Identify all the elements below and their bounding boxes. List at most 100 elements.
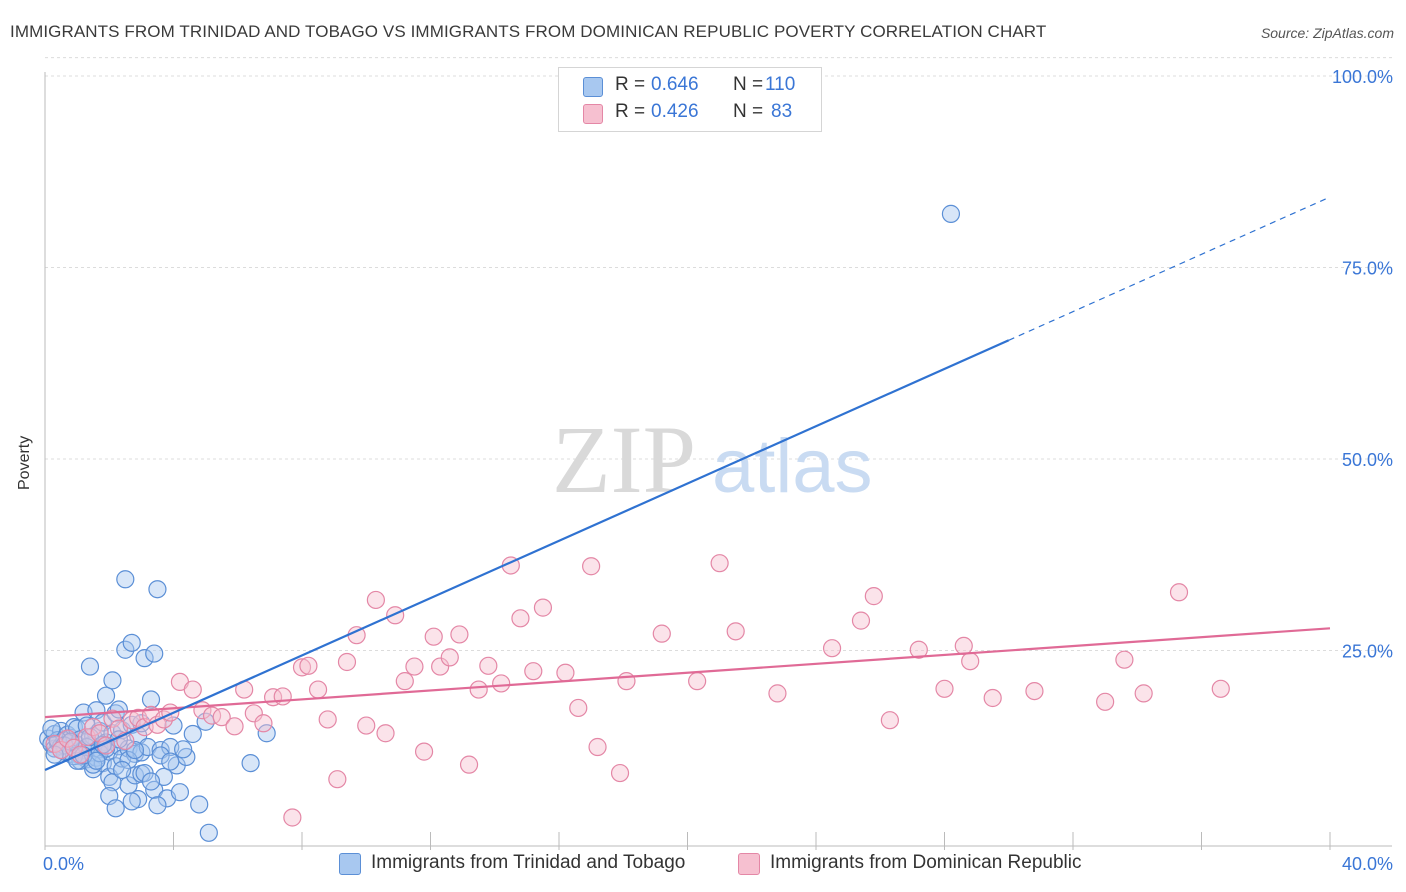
x-tick-label: 40.0% (1342, 854, 1393, 874)
data-point-dominican (450, 625, 469, 644)
data-point-dominican (511, 609, 530, 628)
data-point-trinidad (122, 792, 141, 811)
bottom-legend-label-trinidad: Immigrants from Trinidad and Tobago (371, 852, 686, 873)
data-point-trinidad (112, 760, 132, 780)
data-point-dominican (822, 639, 842, 658)
data-point-dominican (459, 755, 479, 774)
data-point-dominican (909, 640, 928, 659)
data-point-dominican (726, 622, 745, 641)
y-tick-label: 100.0% (1332, 67, 1393, 87)
watermark-atlas: atlas (712, 424, 873, 509)
trend-lines (44, 196, 1331, 772)
data-point-trinidad (141, 772, 161, 791)
data-point-trinidad (257, 724, 276, 743)
data-point-dominican (1211, 679, 1230, 698)
data-point-dominican (337, 652, 357, 672)
bottom-legend-swatch-pink (738, 853, 760, 875)
data-point-dominican (610, 763, 630, 783)
legend-n-label: N = (733, 74, 764, 95)
data-point-dominican (244, 704, 263, 723)
data-point-trinidad (190, 795, 209, 814)
data-point-trinidad (103, 671, 122, 690)
data-point-dominican (1169, 583, 1189, 602)
data-point-trinidad (145, 644, 164, 663)
legend-n-value: 110 (765, 74, 796, 95)
data-point-trinidad (148, 580, 167, 599)
data-point-trinidad (183, 724, 202, 744)
data-point-dominican (533, 598, 553, 617)
y-tick-label: 25.0% (1342, 642, 1393, 662)
data-point-trinidad (119, 750, 138, 770)
data-point-dominican (524, 662, 543, 681)
data-point-dominican (768, 684, 787, 703)
data-point-dominican (58, 729, 77, 748)
correlation-legend: R = 0.646 N = 110 R = 0.426 N = 83 (558, 67, 822, 132)
legend-r-label: R = (615, 101, 646, 122)
legend-r-value: 0.646 (651, 74, 699, 95)
source-label: Source: ZipAtlas.com (1260, 25, 1394, 41)
data-point-dominican (1134, 684, 1153, 703)
data-point-dominican (588, 737, 607, 757)
data-point-trinidad (174, 740, 193, 759)
data-point-dominican (212, 708, 231, 727)
data-point-trinidad (116, 570, 135, 589)
data-point-dominican (405, 657, 424, 676)
watermark: ZIP atlas (552, 406, 873, 513)
data-point-trinidad (116, 640, 135, 659)
data-point-dominican (617, 672, 636, 691)
data-point-dominican (688, 672, 707, 691)
data-point-dominican (366, 590, 385, 610)
y-axis-label: Poverty (16, 435, 33, 490)
data-point-trinidad (170, 783, 190, 802)
data-point-trinidad (148, 796, 167, 815)
data-point-dominican (652, 624, 671, 643)
tick-labels: 25.0% 50.0% 75.0% 100.0% 0.0% 40.0% (43, 67, 1393, 874)
legend-r-label: R = (615, 74, 646, 95)
data-point-trinidad (941, 204, 961, 223)
data-point-dominican (851, 611, 871, 630)
data-point-trinidad (45, 745, 64, 764)
data-point-dominican (954, 636, 973, 656)
data-point-dominican (479, 656, 498, 675)
chart-title: IMMIGRANTS FROM TRINIDAD AND TOBAGO VS I… (10, 22, 1047, 41)
data-point-dominican (357, 716, 376, 735)
legend-swatch-pink (583, 104, 603, 124)
data-point-dominican (440, 648, 459, 667)
trend-line-trinidad-extension (1008, 196, 1331, 341)
data-point-dominican (935, 679, 954, 698)
data-point-dominican (386, 606, 405, 625)
data-point-dominican (273, 687, 292, 706)
data-point-dominican (225, 717, 244, 736)
data-point-trinidad (161, 752, 180, 771)
data-point-dominican (328, 770, 347, 789)
data-point-dominican (299, 656, 318, 675)
watermark-zip: ZIP (552, 406, 696, 513)
series-trinidad-points (39, 204, 961, 842)
data-point-trinidad (125, 740, 145, 760)
data-point-dominican (395, 672, 414, 691)
data-point-dominican (569, 698, 588, 718)
data-point-dominican (880, 711, 899, 730)
data-point-dominican (864, 587, 883, 606)
data-point-dominican (582, 557, 601, 576)
trend-line-trinidad (44, 339, 1010, 772)
x-tick-label: 0.0% (43, 854, 84, 874)
data-point-dominican (983, 688, 1002, 708)
data-point-trinidad (42, 719, 61, 738)
data-point-trinidad (135, 649, 154, 668)
legend-n-label: N = (733, 101, 764, 122)
y-tick-label: 75.0% (1342, 259, 1393, 279)
data-point-trinidad (141, 690, 161, 709)
data-point-trinidad (106, 799, 125, 818)
trend-line-dominican (44, 627, 1331, 719)
data-point-dominican (318, 710, 337, 729)
data-point-dominican (283, 808, 302, 827)
data-point-dominican (424, 627, 443, 646)
data-point-trinidad (96, 686, 116, 705)
data-point-dominican (308, 680, 328, 699)
data-point-dominican (961, 652, 980, 671)
data-point-trinidad (109, 700, 128, 719)
data-point-trinidad (122, 633, 141, 652)
data-point-dominican (292, 658, 312, 677)
